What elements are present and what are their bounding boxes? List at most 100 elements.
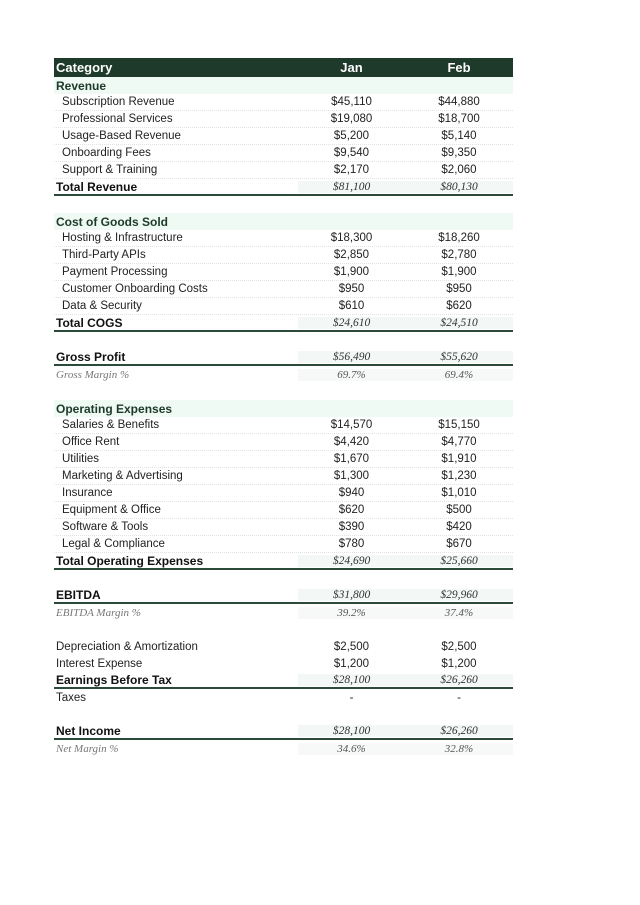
- feb-value: $1,200: [441, 657, 477, 670]
- item-row: Salaries & Benefits $14,570 $15,150: [54, 417, 513, 434]
- jan-value: $1,670: [333, 453, 370, 465]
- feb-value: $500: [446, 504, 472, 516]
- header-jan: Jan: [340, 60, 363, 75]
- feb-value: $18,260: [438, 232, 480, 244]
- jan-value: $24,690: [298, 554, 405, 567]
- row-label: Equipment & Office: [62, 504, 161, 516]
- big-row: Net Income $28,100 $26,260: [54, 723, 513, 740]
- spacer-row: [54, 196, 513, 213]
- jan-value: $28,100: [298, 673, 405, 686]
- row-label: Customer Onboarding Costs: [62, 283, 208, 295]
- item-row: Marketing & Advertising $1,300 $1,230: [54, 468, 513, 485]
- spacer-row: [54, 570, 513, 587]
- total-row: Total Revenue $81,100 $80,130: [54, 179, 513, 196]
- jan-value: $24,610: [298, 316, 405, 329]
- spacer-row: [54, 383, 513, 400]
- spacer-row: [54, 332, 513, 349]
- jan-value: $4,420: [333, 436, 370, 448]
- feb-value: $1,010: [441, 487, 477, 499]
- jan-value: $2,170: [333, 164, 370, 176]
- feb-value: $420: [446, 521, 472, 533]
- feb-value: $1,230: [441, 470, 477, 482]
- jan-value: $18,300: [330, 232, 373, 244]
- total-row: Earnings Before Tax $28,100 $26,260: [54, 672, 513, 689]
- row-label: Professional Services: [62, 113, 173, 125]
- item-row: Software & Tools $390 $420: [54, 519, 513, 536]
- item-row: Office Rent $4,420 $4,770: [54, 434, 513, 451]
- feb-value: $2,500: [441, 640, 477, 653]
- margin-row: Gross Margin % 69.7% 69.4%: [54, 366, 513, 383]
- feb-value: $4,770: [441, 436, 477, 448]
- big-row: Gross Profit $56,490 $55,620: [54, 349, 513, 366]
- total-row: Total COGS $24,610 $24,510: [54, 315, 513, 332]
- feb-value: $950: [446, 283, 472, 295]
- feb-value: $44,880: [438, 96, 480, 108]
- item-row: Customer Onboarding Costs $950 $950: [54, 281, 513, 298]
- feb-value: $55,620: [405, 350, 513, 363]
- jan-value: $610: [338, 300, 365, 312]
- jan-value: $9,540: [333, 147, 370, 159]
- row-label: Net Income: [56, 723, 121, 738]
- jan-value: 69.7%: [298, 368, 405, 381]
- jan-value: $1,300: [333, 470, 370, 482]
- pnl-table: Category Jan Feb Revenue Subscription Rev…: [54, 58, 513, 757]
- row-label: Salaries & Benefits: [62, 419, 160, 431]
- jan-value: $14,570: [330, 419, 373, 431]
- row-label: Total COGS: [56, 315, 123, 330]
- feb-value: $18,700: [438, 113, 480, 125]
- row-label: Legal & Compliance: [62, 538, 165, 550]
- jan-value: $940: [338, 487, 365, 499]
- spacer-row: [54, 621, 513, 638]
- row-label: EBITDA: [56, 587, 101, 602]
- jan-value: $81,100: [298, 180, 405, 193]
- header-feb: Feb: [447, 60, 471, 75]
- row-label: Payment Processing: [62, 266, 168, 278]
- header-row: Category Jan Feb: [54, 58, 513, 77]
- jan-value: 34.6%: [298, 742, 405, 755]
- feb-value: $9,350: [441, 147, 477, 159]
- row-label: Data & Security: [62, 300, 142, 312]
- feb-value: $1,900: [441, 266, 477, 278]
- plain-row: Interest Expense $1,200 $1,200: [54, 655, 513, 672]
- jan-value: $1,900: [333, 266, 370, 278]
- jan-value: $31,800: [298, 588, 405, 601]
- row-label: Office Rent: [62, 436, 120, 448]
- row-label: Gross Margin %: [56, 368, 130, 381]
- row-label: Marketing & Advertising: [62, 470, 183, 482]
- row-label: Utilities: [62, 453, 100, 465]
- row-label: Cost of Goods Sold: [56, 214, 168, 229]
- feb-value: $2,780: [441, 249, 477, 261]
- jan-value: $28,100: [298, 724, 405, 737]
- plain-row: Depreciation & Amortization $2,500 $2,500: [54, 638, 513, 655]
- row-label: Subscription Revenue: [62, 96, 175, 108]
- item-row: Legal & Compliance $780 $670: [54, 536, 513, 553]
- feb-value: $2,060: [441, 164, 477, 176]
- big-row: EBITDA $31,800 $29,960: [54, 587, 513, 604]
- jan-value: $780: [338, 538, 365, 550]
- section-header-row: Operating Expenses: [54, 400, 513, 417]
- jan-value: -: [349, 691, 354, 704]
- plain-row: Taxes - -: [54, 689, 513, 706]
- row-label: Gross Profit: [56, 349, 126, 364]
- row-label: Total Operating Expenses: [56, 553, 204, 568]
- item-row: Professional Services $19,080 $18,700: [54, 111, 513, 128]
- jan-value: $56,490: [298, 350, 405, 363]
- row-label: Revenue: [56, 78, 107, 93]
- feb-value: $5,140: [441, 130, 477, 142]
- item-row: Usage-Based Revenue $5,200 $5,140: [54, 128, 513, 145]
- feb-value: 37.4%: [405, 606, 513, 619]
- row-label: Support & Training: [62, 164, 158, 176]
- feb-value: $26,260: [405, 673, 513, 686]
- row-label: Interest Expense: [56, 657, 143, 670]
- feb-value: 32.8%: [405, 742, 513, 755]
- row-label: Insurance: [62, 487, 113, 499]
- jan-value: $390: [338, 521, 365, 533]
- spacer-row: [54, 706, 513, 723]
- jan-value: $950: [338, 283, 365, 295]
- margin-row: Net Margin % 34.6% 32.8%: [54, 740, 513, 757]
- row-label: Net Margin %: [56, 742, 119, 755]
- feb-value: $80,130: [405, 180, 513, 193]
- item-row: Equipment & Office $620 $500: [54, 502, 513, 519]
- item-row: Payment Processing $1,900 $1,900: [54, 264, 513, 281]
- row-label: Depreciation & Amortization: [56, 640, 198, 653]
